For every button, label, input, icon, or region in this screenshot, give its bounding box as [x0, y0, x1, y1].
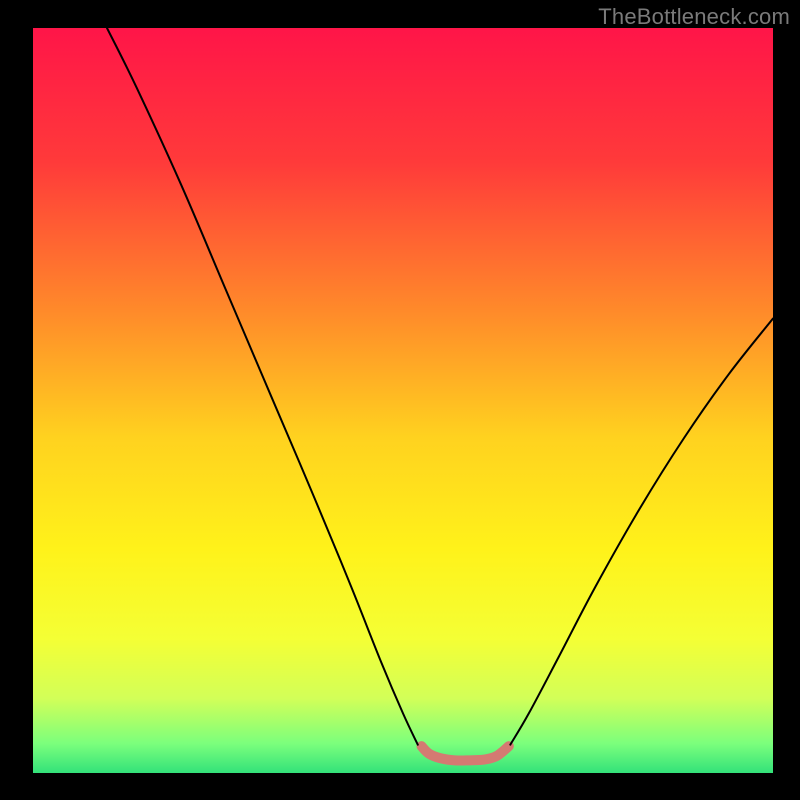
- chart-svg: [0, 0, 800, 800]
- bottleneck-chart: TheBottleneck.com: [0, 0, 800, 800]
- watermark-text: TheBottleneck.com: [598, 4, 790, 30]
- gradient-background: [33, 28, 773, 773]
